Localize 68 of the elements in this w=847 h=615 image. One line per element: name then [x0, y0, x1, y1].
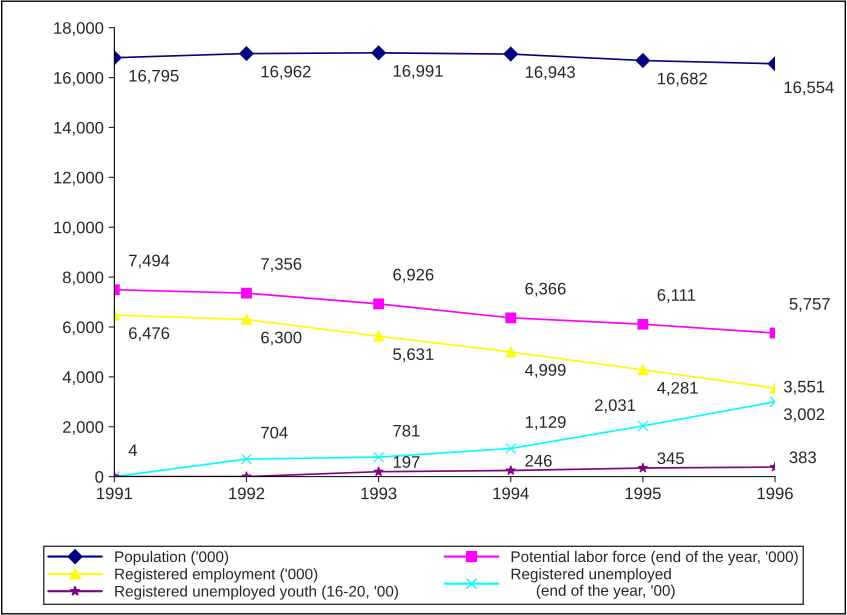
point [239, 46, 254, 61]
y-tick-label: 8,000 [62, 271, 104, 286]
data-label: 6,476 [129, 327, 170, 341]
x-tick-label: 1991 [97, 487, 132, 500]
x-tick-label: 1993 [361, 487, 396, 500]
y-tick-label: 10,000 [54, 222, 104, 236]
data-label: 781 [393, 424, 420, 437]
point [373, 298, 384, 310]
point [635, 53, 650, 68]
data-label: 5,631 [393, 348, 434, 362]
point [371, 45, 386, 60]
data-label: 6,926 [393, 268, 434, 283]
point [241, 314, 252, 325]
data-label: 16,943 [526, 66, 575, 80]
data-label: 16,991 [394, 64, 443, 79]
point [638, 462, 648, 472]
y-tick-label: 12,000 [54, 172, 104, 186]
y-tick-label: 16,000 [54, 72, 104, 86]
data-label: 345 [657, 452, 684, 464]
x-tick-label: 1995 [626, 487, 661, 500]
point [506, 465, 516, 475]
data-label: 7,494 [129, 254, 170, 268]
data-label: 383 [790, 451, 816, 464]
data-label: 7,356 [261, 258, 302, 272]
data-label: 2,031 [595, 399, 636, 413]
point [373, 466, 384, 476]
point [505, 346, 516, 358]
data-label: 3,002 [784, 408, 824, 422]
point [637, 364, 648, 376]
x-tick-label: 1994 [493, 487, 529, 500]
data-label: 246 [525, 454, 552, 467]
y-tick-label: 2,000 [63, 421, 104, 435]
x-tick-label: 1996 [758, 487, 793, 500]
legend-label: Population ('000) [115, 550, 228, 566]
data-label: 6,300 [261, 332, 302, 346]
data-label: 6,111 [658, 289, 696, 303]
point [241, 288, 252, 299]
data-label: 4,999 [525, 364, 566, 378]
point [505, 312, 516, 324]
data-label: 16,682 [658, 72, 707, 86]
data-label: 197 [394, 456, 420, 468]
point [505, 443, 516, 454]
legend-label: Registered unemployed (end of the year, '00) [512, 568, 675, 599]
y-tick-label: 6,000 [63, 321, 104, 336]
point [503, 46, 518, 62]
legend-label: Potential labor force (end of the year, '000) [512, 550, 798, 566]
data-label: 3,551 [784, 380, 824, 394]
point [637, 318, 648, 330]
point [373, 330, 384, 342]
data-label: 16,554 [784, 81, 834, 96]
data-label: 704 [261, 426, 288, 439]
data-label: 6,366 [525, 282, 566, 297]
y-tick-label: 18,000 [54, 22, 104, 36]
point [637, 420, 648, 432]
data-label: 5,757 [790, 298, 830, 312]
data-label: 16,795 [130, 70, 179, 84]
data-label: 4,281 [657, 382, 698, 396]
point [373, 452, 384, 463]
legend-label: Registered unemployed youth (16-20, '00) [115, 585, 398, 600]
y-tick-label: 14,000 [54, 122, 104, 136]
point [241, 454, 252, 464]
legend-label: Registered employment ('000) [115, 568, 318, 582]
y-tick-label: 4,000 [62, 371, 104, 386]
data-label: 4 [128, 444, 138, 456]
data-label: 16,962 [262, 66, 311, 80]
data-label: 1,129 [526, 416, 566, 430]
x-tick-label: 1992 [229, 487, 264, 500]
y-tick-label: 0 [95, 471, 104, 483]
